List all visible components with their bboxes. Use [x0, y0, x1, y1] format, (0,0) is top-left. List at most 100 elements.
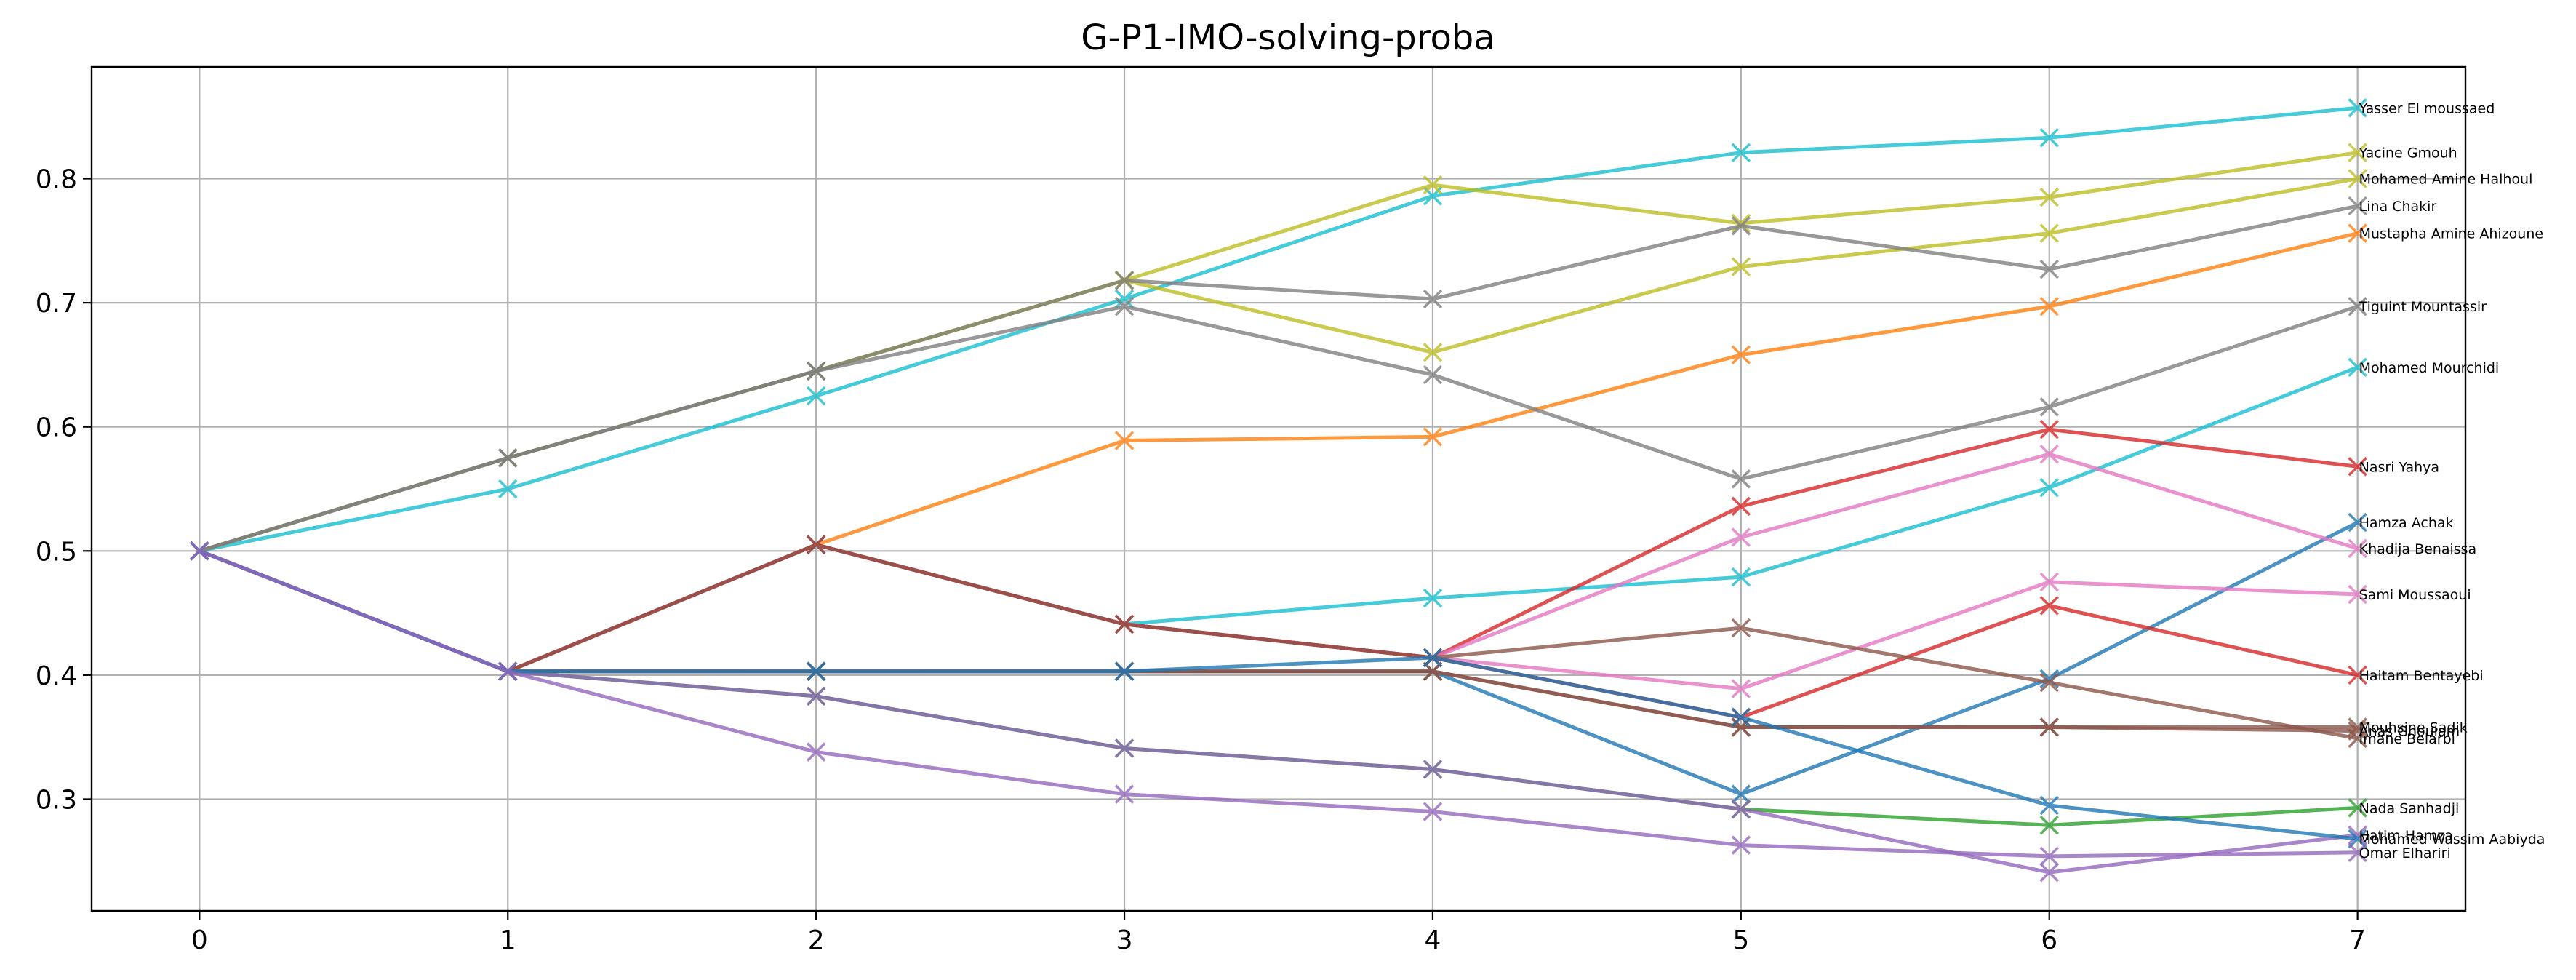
data-point — [1731, 469, 1751, 489]
data-point — [1114, 431, 1135, 450]
x-tick-label: 0 — [191, 925, 208, 955]
series-end-label: Yasser El moussaed — [2359, 100, 2495, 116]
series-end-label: Sami Moussaoui — [2359, 587, 2471, 603]
data-point — [1423, 364, 1443, 385]
data-point — [1731, 216, 1751, 236]
y-tick-label: 0.5 — [36, 537, 77, 567]
data-point — [2039, 444, 2059, 464]
data-point — [1423, 648, 1443, 668]
data-point — [1114, 784, 1135, 804]
data-point — [1423, 588, 1443, 608]
data-point — [1731, 143, 1751, 162]
data-point — [1731, 496, 1751, 517]
x-tick-label: 4 — [1424, 925, 1441, 955]
y-tick-label: 0.6 — [36, 413, 77, 443]
data-point — [2348, 842, 2367, 863]
data-point — [1731, 257, 1751, 276]
series-end-label: Mouhsine Sadik — [2359, 720, 2468, 736]
data-point — [2348, 538, 2367, 559]
series-line — [199, 549, 2358, 841]
data-point — [2348, 196, 2367, 216]
series-18 — [190, 541, 2367, 867]
data-point — [1731, 527, 1751, 547]
data-point — [2348, 798, 2367, 818]
data-point — [2348, 98, 2367, 118]
data-point — [1423, 802, 1443, 821]
x-tick-label: 6 — [2041, 925, 2057, 955]
y-tick-label: 0.7 — [36, 289, 77, 319]
data-point — [2039, 397, 2059, 417]
series-end-label: Nasri Yahya — [2359, 459, 2439, 475]
series-end-label: Lina Chakir — [2359, 199, 2437, 215]
data-point — [2039, 672, 2059, 693]
y-tick-label: 0.8 — [36, 165, 77, 195]
data-point — [1423, 175, 1443, 195]
series-0 — [190, 98, 2367, 561]
y-tick-label: 0.4 — [36, 661, 77, 691]
data-point — [2039, 296, 2059, 316]
data-point — [1114, 614, 1135, 634]
data-point — [2039, 127, 2059, 148]
data-point — [1114, 271, 1135, 290]
data-point — [1731, 679, 1751, 698]
data-point — [1114, 661, 1135, 682]
data-point — [806, 742, 826, 762]
series-end-label: Hamza Achak — [2359, 515, 2454, 531]
x-tick-label: 2 — [808, 925, 825, 955]
data-point — [1731, 707, 1751, 728]
data-point — [498, 661, 518, 682]
data-point — [806, 535, 826, 555]
data-point — [806, 386, 826, 406]
data-point — [2348, 143, 2367, 162]
chart-title: G-P1-IMO-solving-proba — [1081, 17, 1495, 58]
series-end-label: Tiguint Mountassir — [2359, 299, 2487, 315]
data-point — [1423, 760, 1443, 779]
series-end-label: Haitam Bentayebi — [2359, 668, 2484, 684]
x-tick-label: 3 — [1116, 925, 1133, 955]
data-point — [1731, 345, 1751, 365]
series-end-label: Mohamed Amine Halhoul — [2359, 172, 2533, 188]
data-point — [1114, 289, 1135, 309]
data-point — [2348, 584, 2367, 605]
data-point — [806, 361, 826, 381]
data-point — [2348, 825, 2367, 845]
data-point — [1423, 343, 1443, 362]
series-end-label: Anas Ghoulam — [2359, 724, 2460, 740]
series-line — [199, 549, 2358, 875]
data-point — [2348, 169, 2367, 188]
data-point — [1114, 738, 1135, 758]
data-point — [806, 686, 826, 706]
series-end-label: Nada Sanhadji — [2359, 800, 2460, 816]
series-line — [199, 304, 2359, 553]
series-line — [199, 105, 2358, 553]
data-point — [2039, 572, 2059, 592]
data-point — [2348, 223, 2367, 243]
data-point — [498, 479, 518, 499]
end-labels: Yasser El moussaed Yacine Gmouh Mohamed Am… — [2359, 100, 2545, 861]
data-point — [2039, 846, 2059, 867]
data-point — [806, 661, 826, 682]
plot-area-frame — [90, 65, 2467, 912]
data-point — [1731, 799, 1751, 819]
x-axis: 0 1 2 3 4 5 6 7 — [191, 911, 2366, 955]
series-end-label: Mohamed Mourchidi — [2359, 360, 2500, 376]
data-point — [2039, 596, 2059, 616]
data-point — [2348, 728, 2367, 749]
data-point — [2039, 478, 2059, 498]
data-point — [2348, 296, 2367, 316]
series-layer — [190, 98, 2367, 883]
series-end-label: Mustapha Amine Ahizoune — [2359, 226, 2543, 242]
x-tick-label: 7 — [2349, 925, 2366, 955]
series-line — [199, 549, 2358, 859]
data-point — [2348, 357, 2367, 378]
data-point — [1423, 289, 1443, 309]
data-point — [2348, 457, 2367, 477]
y-tick-label: 0.3 — [36, 785, 77, 815]
data-point — [2039, 816, 2059, 835]
data-point — [1731, 567, 1751, 587]
data-point — [1423, 661, 1443, 682]
data-point — [2348, 512, 2367, 533]
data-point — [2039, 862, 2059, 883]
